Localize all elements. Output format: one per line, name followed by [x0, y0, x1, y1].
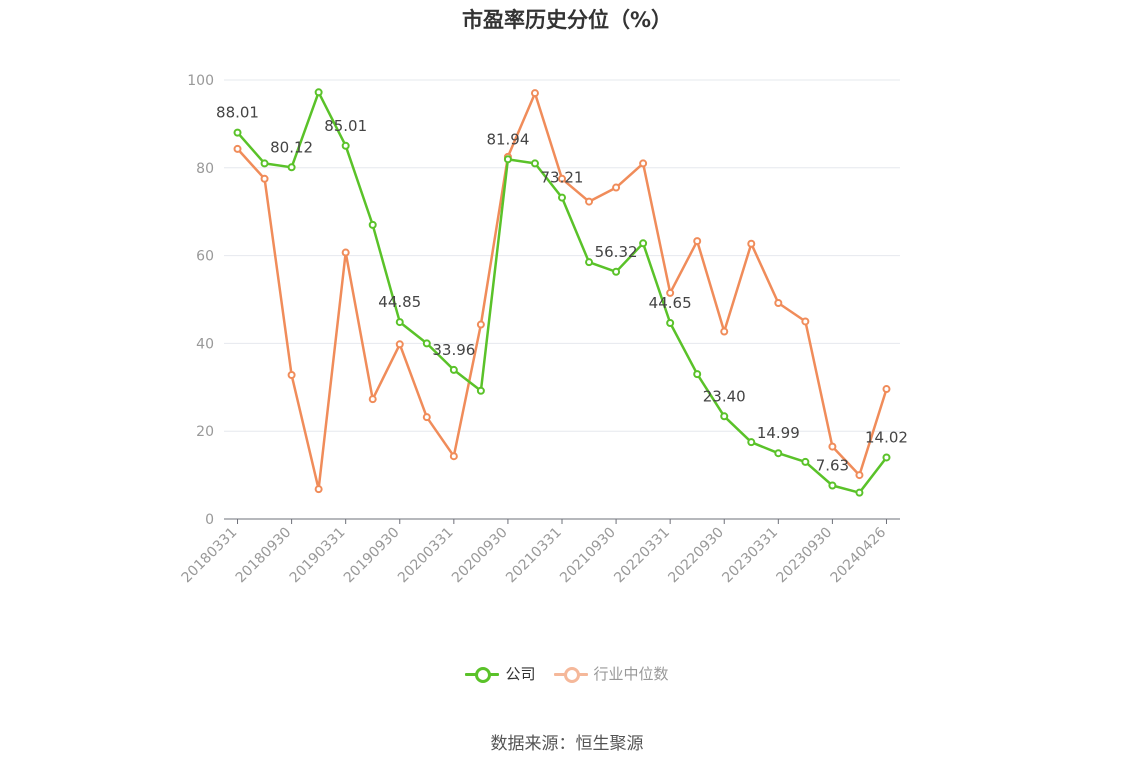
source-text: 数据来源：恒生聚源	[490, 734, 644, 754]
data-point[interactable]	[233, 144, 242, 153]
data-point[interactable]	[503, 155, 512, 164]
data-point[interactable]	[476, 320, 485, 329]
data-label: 33.96	[432, 341, 475, 359]
data-point[interactable]	[666, 318, 675, 327]
data-point[interactable]	[585, 197, 594, 206]
grid-lines	[224, 79, 900, 432]
data-point[interactable]	[720, 412, 729, 421]
data-point[interactable]	[422, 413, 431, 422]
data-point[interactable]	[287, 371, 296, 380]
x-tick-label: 20190331	[287, 525, 349, 587]
data-point[interactable]	[855, 488, 864, 497]
x-tick-label: 20200331	[395, 525, 457, 587]
data-point[interactable]	[693, 370, 702, 379]
data-point[interactable]	[395, 340, 404, 349]
legend-swatch-icon	[553, 666, 588, 683]
legend-label: 公司	[505, 665, 536, 683]
data-point[interactable]	[314, 88, 323, 97]
data-label: 14.99	[757, 424, 800, 442]
data-point[interactable]	[639, 159, 648, 168]
data-point[interactable]	[585, 258, 594, 267]
data-point[interactable]	[530, 89, 539, 98]
data-point[interactable]	[558, 174, 566, 183]
data-point[interactable]	[774, 299, 783, 308]
data-point[interactable]	[530, 159, 539, 168]
data-point[interactable]	[260, 174, 269, 183]
data-label: 88.01	[216, 104, 259, 122]
data-point[interactable]	[341, 141, 350, 150]
data-point[interactable]	[395, 318, 404, 327]
data-label: 44.85	[378, 293, 421, 311]
x-tick-label: 20240426	[828, 524, 890, 586]
y-tick-label: 80	[196, 161, 214, 177]
data-point[interactable]	[314, 485, 323, 494]
data-point[interactable]	[747, 239, 756, 248]
data-point[interactable]	[287, 163, 296, 172]
x-tick-label: 20230930	[774, 525, 836, 587]
x-tick-label: 20200930	[449, 525, 511, 587]
x-tick-label: 20190930	[341, 525, 403, 587]
data-labels: 88.01 80.12 85.01 44.85 33.96 81.94 73.21 56.32…	[216, 104, 908, 475]
x-tick-label: 20180331	[179, 525, 241, 587]
x-tick-label: 20180930	[233, 525, 295, 587]
data-point[interactable]	[882, 453, 891, 462]
data-label: 23.40	[703, 387, 746, 405]
data-point[interactable]	[666, 288, 675, 297]
data-label: 56.32	[595, 243, 638, 261]
legend-label: 行业中位数	[593, 665, 669, 683]
data-label: 7.63	[816, 457, 849, 475]
x-tick-label: 20220331	[611, 525, 673, 587]
x-tick-label: 20210331	[503, 525, 565, 587]
legend-swatch-icon	[465, 666, 500, 683]
data-point[interactable]	[368, 220, 377, 229]
data-point[interactable]	[368, 395, 377, 404]
data-label: 80.12	[270, 138, 313, 156]
data-point[interactable]	[801, 457, 810, 466]
y-tick-label: 20	[196, 424, 214, 440]
legend-item[interactable]: 公司	[465, 663, 536, 684]
data-label: 81.94	[486, 130, 529, 148]
data-point[interactable]	[341, 248, 350, 257]
data-point[interactable]	[774, 449, 783, 458]
data-point[interactable]	[558, 193, 566, 202]
y-tick-label: 60	[196, 249, 214, 265]
data-point[interactable]	[612, 183, 621, 192]
data-point[interactable]	[639, 239, 648, 248]
data-point[interactable]	[422, 339, 431, 348]
data-point[interactable]	[828, 442, 837, 451]
data-point[interactable]	[260, 159, 269, 168]
legend-item[interactable]: 行业中位数	[553, 663, 669, 684]
data-point[interactable]	[855, 471, 864, 480]
data-point[interactable]	[476, 386, 485, 395]
data-point[interactable]	[449, 452, 458, 461]
y-tick-label: 0	[205, 512, 214, 528]
data-point[interactable]	[233, 128, 242, 137]
data-point[interactable]	[612, 267, 621, 276]
data-point[interactable]	[720, 327, 729, 336]
data-point[interactable]	[801, 317, 810, 326]
data-point[interactable]	[693, 237, 702, 246]
data-label: 14.02	[865, 428, 908, 446]
data-label: 85.01	[324, 117, 367, 135]
chart-title: 市盈率历史分位（%）	[461, 8, 673, 32]
y-tick-label: 40	[196, 336, 214, 352]
data-label: 44.65	[649, 294, 692, 312]
x-tick-label: 20230331	[719, 525, 781, 587]
x-tick-label: 20210930	[557, 525, 619, 587]
legend: 公司 行业中位数	[0, 663, 1134, 684]
series-lines	[233, 88, 891, 497]
data-point[interactable]	[882, 385, 891, 394]
data-point[interactable]	[747, 438, 756, 447]
data-label: 73.21	[541, 169, 584, 187]
y-tick-label: 100	[187, 73, 214, 89]
x-tick-label: 20220930	[665, 525, 727, 587]
data-point[interactable]	[449, 365, 458, 374]
data-point[interactable]	[828, 481, 837, 490]
